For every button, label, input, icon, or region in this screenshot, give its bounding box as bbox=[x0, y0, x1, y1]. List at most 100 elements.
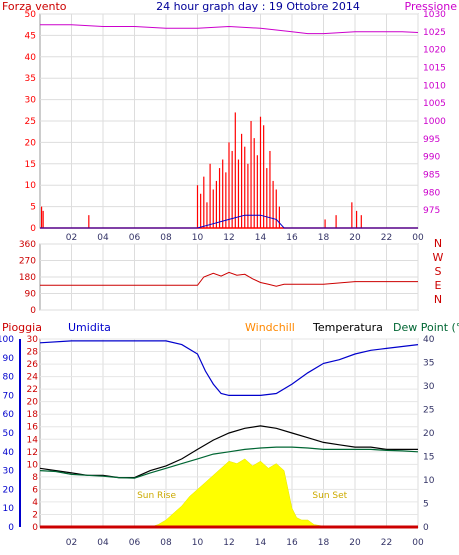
temperature-series bbox=[39, 340, 419, 529]
wind-x-tick-label: 06 bbox=[129, 233, 141, 243]
rain-tick-label: 18 bbox=[27, 410, 39, 420]
wind-x-tick-label: 20 bbox=[349, 233, 361, 243]
wind-tick-label: 15 bbox=[25, 160, 36, 170]
temperature-legend: Pioggia Umidita Windchill Temperatura Dew Po… bbox=[2, 321, 459, 334]
wind-axis-title: Forza vento bbox=[2, 0, 67, 13]
pressure-tick-label: 1005 bbox=[423, 99, 446, 109]
rain-tick-label: 20 bbox=[27, 398, 39, 408]
wind-tick-label: 0 bbox=[30, 224, 36, 234]
humidity-tick-label: 20 bbox=[3, 485, 15, 495]
pressure-tick-label: 1020 bbox=[423, 46, 446, 56]
pressure-tick-label: 980 bbox=[423, 188, 440, 198]
temperature-tick-label: 20 bbox=[423, 429, 435, 439]
wind-pressure-series bbox=[40, 24, 419, 229]
temperature-tick-label: 5 bbox=[423, 500, 429, 510]
direction-tick-label: 90 bbox=[25, 290, 37, 300]
humidity-tick-label: 40 bbox=[3, 448, 15, 458]
rain-tick-label: 30 bbox=[27, 335, 39, 345]
rain-tick-label: 8 bbox=[32, 473, 38, 483]
compass-label: N bbox=[434, 237, 442, 250]
temperature-x-tick-label: 04 bbox=[97, 538, 109, 548]
humidity-tick-label: 100 bbox=[0, 335, 14, 345]
wind-tick-label: 10 bbox=[25, 181, 37, 191]
compass-label: N bbox=[434, 293, 442, 306]
solar-area bbox=[134, 458, 340, 528]
temperature-tick-label: 10 bbox=[423, 476, 435, 486]
panel-temperature-humidity: Pioggia Umidita Windchill Temperatura Dew Po… bbox=[0, 321, 459, 548]
wind-tick-label: 30 bbox=[25, 96, 37, 106]
temperature-x-tick-label: 10 bbox=[192, 538, 204, 548]
pressure-tick-label: 985 bbox=[423, 171, 440, 181]
page-title: 24 hour graph day : 19 Ottobre 2014 bbox=[156, 0, 360, 13]
wind-tick-label: 45 bbox=[25, 31, 36, 41]
direction-tick-label: 0 bbox=[30, 306, 36, 316]
rain-tick-label: 24 bbox=[27, 373, 39, 383]
pressure-tick-label: 1030 bbox=[423, 10, 446, 20]
pressure-line bbox=[40, 24, 419, 35]
direction-tick-label: 180 bbox=[19, 273, 36, 283]
humidity-tick-label: 60 bbox=[3, 410, 15, 420]
panel-wind-pressure: Forza vento 24 hour graph day : 19 Ottob… bbox=[2, 0, 457, 243]
wind-tick-label: 40 bbox=[25, 53, 37, 63]
temperature-tick-label: 0 bbox=[423, 523, 429, 533]
wind-tick-label: 25 bbox=[25, 117, 36, 127]
pressure-tick-label: 995 bbox=[423, 135, 440, 145]
direction-series bbox=[40, 271, 418, 287]
humidity-tick-label: 50 bbox=[3, 429, 15, 439]
direction-tick-label: 360 bbox=[19, 240, 36, 250]
compass-label: S bbox=[435, 265, 442, 278]
wind-x-tick-label: 02 bbox=[66, 233, 77, 243]
dewpoint-line bbox=[39, 446, 419, 479]
wind-tick-label: 35 bbox=[25, 74, 36, 84]
rain-tick-label: 26 bbox=[27, 360, 39, 370]
humidity-line bbox=[39, 340, 419, 396]
wind-x-tick-label: 14 bbox=[255, 233, 267, 243]
legend-label: Temperatura bbox=[312, 321, 383, 334]
wind-tick-label: 5 bbox=[30, 203, 36, 213]
temperature-x-tick-label: 14 bbox=[255, 538, 267, 548]
wind-x-tick-label: 08 bbox=[160, 233, 172, 243]
pressure-tick-label: 1010 bbox=[423, 81, 446, 91]
rain-tick-label: 22 bbox=[27, 385, 38, 395]
rain-tick-label: 28 bbox=[27, 348, 39, 358]
direction-axis-ticks: 0 90 180 270 360 bbox=[19, 240, 36, 316]
legend-label: Dew Point (°C bbox=[393, 321, 459, 334]
temperature-x-tick-label: 16 bbox=[286, 538, 298, 548]
wind-x-tick-label: 00 bbox=[412, 233, 424, 243]
humidity-tick-label: 80 bbox=[3, 373, 15, 383]
wind-x-tick-label: 12 bbox=[223, 233, 234, 243]
temperature-tick-label: 35 bbox=[423, 359, 434, 369]
wind-average-line bbox=[40, 214, 418, 229]
rain-tick-label: 12 bbox=[27, 448, 38, 458]
temperature-tick-label: 30 bbox=[423, 382, 435, 392]
humidity-tick-label: 10 bbox=[3, 504, 15, 514]
temperature-x-tick-label: 02 bbox=[66, 538, 77, 548]
temperature-x-axis-ticks: 02 04 06 08 10 12 14 16 18 20 22 00 bbox=[66, 538, 424, 548]
rain-tick-label: 6 bbox=[32, 485, 38, 495]
legend-label: Windchill bbox=[245, 321, 295, 334]
pressure-tick-label: 1025 bbox=[423, 28, 446, 38]
humidity-tick-label: 30 bbox=[3, 467, 15, 477]
compass-label: E bbox=[435, 279, 442, 292]
temperature-x-tick-label: 22 bbox=[381, 538, 392, 548]
temperature-x-tick-label: 08 bbox=[160, 538, 172, 548]
temperature-x-tick-label: 06 bbox=[129, 538, 141, 548]
pressure-tick-label: 990 bbox=[423, 153, 440, 163]
temperature-tick-label: 40 bbox=[423, 335, 435, 345]
wind-direction-line bbox=[40, 271, 418, 287]
pressure-tick-label: 1015 bbox=[423, 64, 446, 74]
temperature-tick-label: 25 bbox=[423, 406, 434, 416]
humidity-tick-label: 0 bbox=[8, 523, 14, 533]
legend-label: Pioggia bbox=[2, 321, 42, 334]
sun-rise-label: Sun Rise bbox=[137, 491, 176, 501]
pressure-tick-label: 975 bbox=[423, 206, 440, 216]
rain-tick-label: 16 bbox=[27, 423, 39, 433]
sun-annotations: Sun Rise Sun Set bbox=[137, 491, 348, 501]
wind-x-tick-label: 04 bbox=[97, 233, 109, 243]
rain-tick-label: 4 bbox=[32, 498, 38, 508]
direction-plot-grid bbox=[40, 243, 419, 311]
